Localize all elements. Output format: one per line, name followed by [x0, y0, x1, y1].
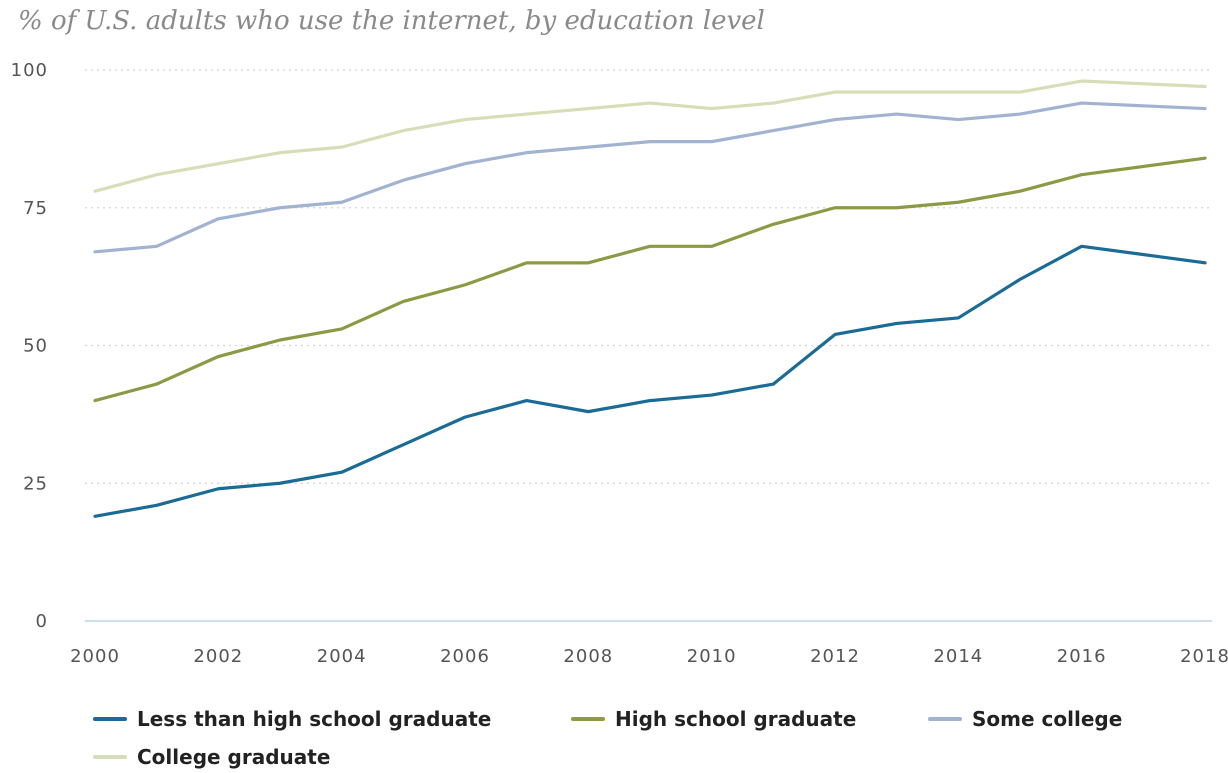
legend-item-high-school-graduate: High school graduate: [571, 707, 856, 731]
legend: Less than high school graduate High schoo…: [93, 707, 1122, 769]
y-tick-label: 100: [11, 60, 48, 81]
x-tick-label: 2016: [1057, 646, 1107, 667]
chart-title: % of U.S. adults who use the internet, b…: [18, 6, 765, 36]
legend-item-college-graduate: College graduate: [93, 745, 330, 769]
x-tick-label: 2018: [1180, 646, 1228, 667]
x-tick-label: 2010: [687, 646, 737, 667]
y-axis-tick-labels: 0 25 50 75 100: [11, 60, 48, 632]
series-line-some-college: [93, 101, 1207, 254]
series-line-high-school-graduate: [93, 156, 1207, 403]
x-axis-tick-labels: 2000 2002 2004 2006 2008 2010 2012 2014 2016 2018: [70, 646, 1228, 667]
series-line-college-graduate: [93, 79, 1207, 193]
y-tick-label: 50: [23, 336, 48, 357]
legend-label: High school graduate: [615, 707, 856, 731]
x-tick-label: 2004: [317, 646, 367, 667]
legend-label: College graduate: [137, 745, 330, 769]
legend-item-some-college: Some college: [928, 707, 1122, 731]
y-tick-label: 75: [23, 198, 48, 219]
x-tick-label: 2014: [933, 646, 983, 667]
x-tick-label: 2002: [193, 646, 243, 667]
legend-label: Less than high school graduate: [137, 707, 491, 731]
series-lines: [93, 79, 1207, 518]
x-tick-label: 2006: [440, 646, 490, 667]
legend-label: Some college: [972, 707, 1122, 731]
x-tick-label: 2008: [563, 646, 613, 667]
series-line-less-than-high-school-graduate: [93, 244, 1207, 518]
y-tick-label: 0: [36, 611, 48, 632]
y-tick-label: 25: [23, 473, 48, 494]
gridlines: [85, 69, 1212, 484]
legend-item-less-than-high-school-graduate: Less than high school graduate: [93, 707, 491, 731]
x-tick-label: 2012: [810, 646, 860, 667]
x-tick-label: 2000: [70, 646, 120, 667]
